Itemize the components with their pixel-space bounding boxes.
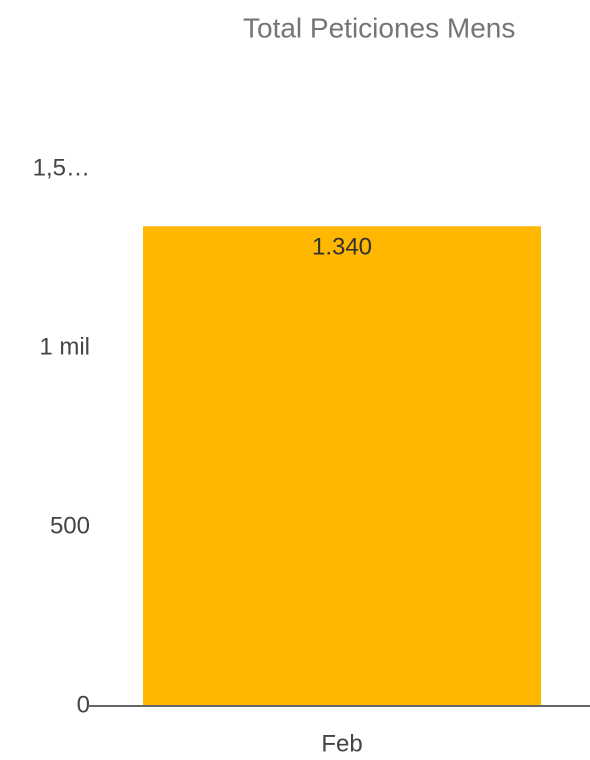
- bar: [143, 226, 541, 706]
- y-tick-label: 500: [50, 512, 90, 539]
- y-tick-label: 0: [77, 691, 90, 718]
- data-label: 1.340: [312, 234, 372, 261]
- chart-title: Total Peticiones Mens: [243, 12, 515, 43]
- y-tick-label: 1 mil: [39, 333, 90, 360]
- y-tick-label: 1,5…: [33, 154, 90, 181]
- x-tick-label: Feb: [321, 730, 362, 757]
